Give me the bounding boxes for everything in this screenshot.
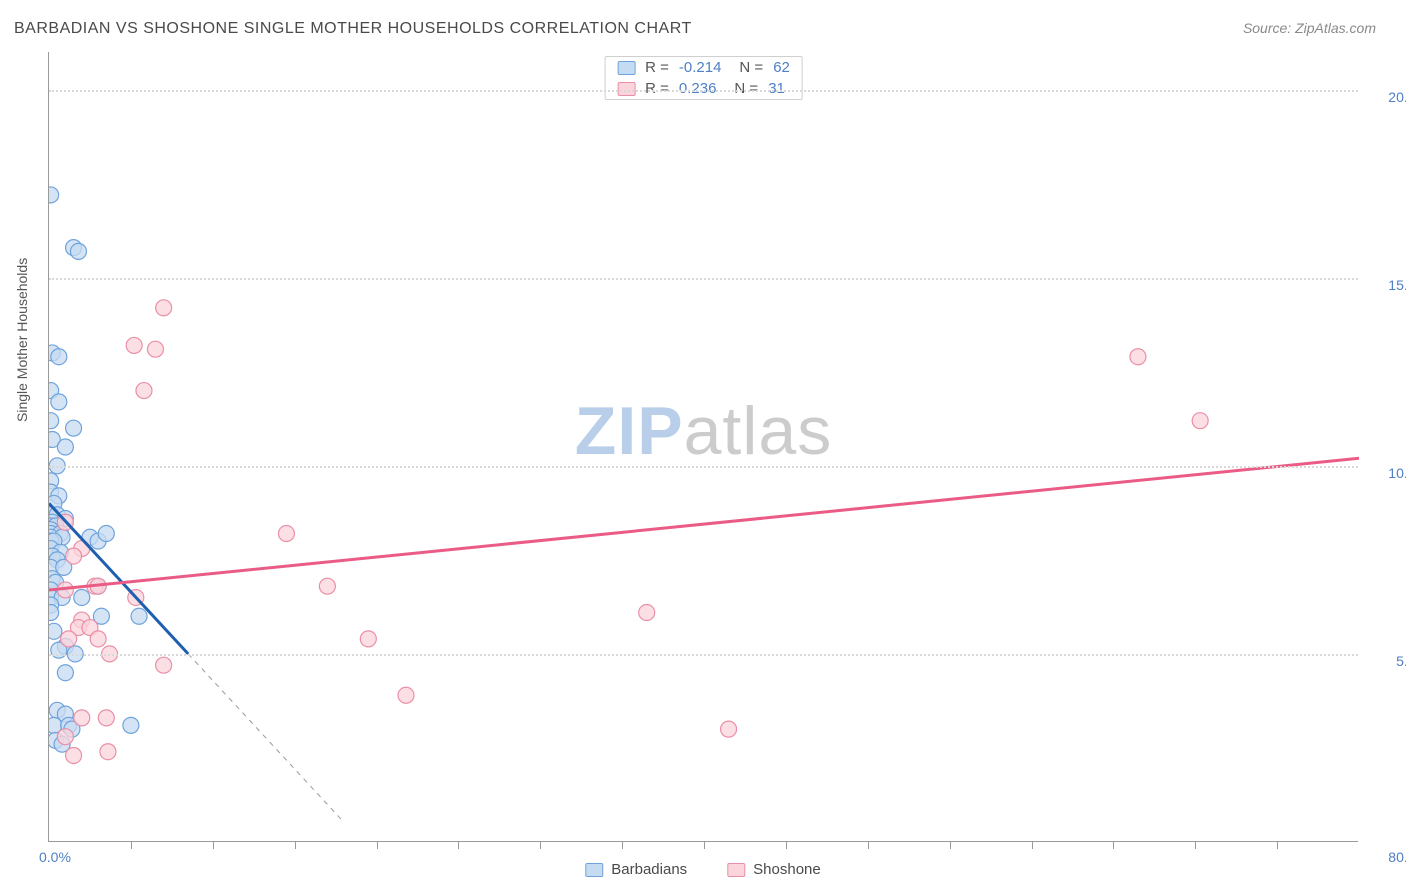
y-tick-label: 20.0% [1388,89,1406,105]
y-tick-label: 10.0% [1388,465,1406,481]
data-point [126,337,142,353]
data-point [131,608,147,624]
data-point [49,187,59,203]
scatter-plot: ZIPatlas R =-0.214N =62R =0.236N =31 0.0… [48,52,1358,842]
x-tick-mark [295,841,296,849]
legend-swatch [617,61,635,75]
data-point [319,578,335,594]
legend-r-label: R = [645,80,669,97]
legend-correlation-row: R = -0.214 N = 62 [605,57,802,78]
data-point [398,687,414,703]
data-point [70,243,86,259]
grid-line [49,466,1358,468]
trend-line [49,458,1359,590]
legend-series: Barbadians Shoshone [585,861,820,878]
data-point [74,589,90,605]
legend-series-item: Barbadians [585,861,687,878]
legend-series-label: Barbadians [611,861,687,878]
x-tick-mark [540,841,541,849]
data-point [51,349,67,365]
x-tick-mark [704,841,705,849]
data-point [49,623,62,639]
data-point [51,394,67,410]
data-point [1192,413,1208,429]
x-tick-mark [786,841,787,849]
data-point [639,605,655,621]
grid-line [49,278,1358,280]
data-point [156,300,172,316]
legend-swatch [585,863,603,877]
x-tick-mark [131,841,132,849]
data-point [1130,349,1146,365]
x-tick-mark [1277,841,1278,849]
y-tick-label: 5.0% [1396,653,1406,669]
data-point [278,526,294,542]
x-tick-mark [1195,841,1196,849]
x-tick-mark [1113,841,1114,849]
x-axis-min-label: 0.0% [39,849,71,865]
legend-series-label: Shoshone [753,861,821,878]
x-tick-mark [377,841,378,849]
data-point [721,721,737,737]
data-point [98,526,114,542]
data-point [66,420,82,436]
x-tick-mark [1032,841,1033,849]
legend-n-value: 62 [773,59,790,76]
x-tick-mark [622,841,623,849]
data-point [123,717,139,733]
y-tick-label: 15.0% [1388,277,1406,293]
data-point [360,631,376,647]
data-point [49,413,59,429]
x-axis-max-label: 80.0% [1388,849,1406,865]
x-tick-mark [458,841,459,849]
data-point [57,729,73,745]
data-point [136,383,152,399]
data-point [156,657,172,673]
x-tick-mark [950,841,951,849]
grid-line [49,654,1358,656]
data-point [61,631,77,647]
legend-n-label: N = [739,59,763,76]
source-label: Source: ZipAtlas.com [1243,20,1376,36]
data-point [66,747,82,763]
y-axis-label: Single Mother Households [14,258,30,422]
trend-extension [188,654,341,820]
data-point [147,341,163,357]
chart-header: BARBADIAN VS SHOSHONE SINGLE MOTHER HOUS… [0,0,1406,46]
legend-n-value: 31 [768,80,785,97]
legend-n-label: N = [734,80,758,97]
data-point [74,710,90,726]
data-point [57,665,73,681]
grid-line [49,90,1358,92]
x-tick-mark [213,841,214,849]
legend-r-value: 0.236 [679,80,717,97]
chart-title: BARBADIAN VS SHOSHONE SINGLE MOTHER HOUS… [14,20,692,38]
data-point [66,548,82,564]
legend-swatch [617,82,635,96]
x-tick-mark [868,841,869,849]
legend-series-item: Shoshone [727,861,821,878]
plot-svg [49,52,1359,842]
legend-correlation-row: R = 0.236 N = 31 [605,78,802,99]
data-point [98,710,114,726]
legend-swatch [727,863,745,877]
legend-r-value: -0.214 [679,59,722,76]
legend-r-label: R = [645,59,669,76]
legend-correlation: R = -0.214 N = 62 R = 0.236 N = 31 [604,56,803,100]
data-point [100,744,116,760]
data-point [90,631,106,647]
data-point [57,439,73,455]
